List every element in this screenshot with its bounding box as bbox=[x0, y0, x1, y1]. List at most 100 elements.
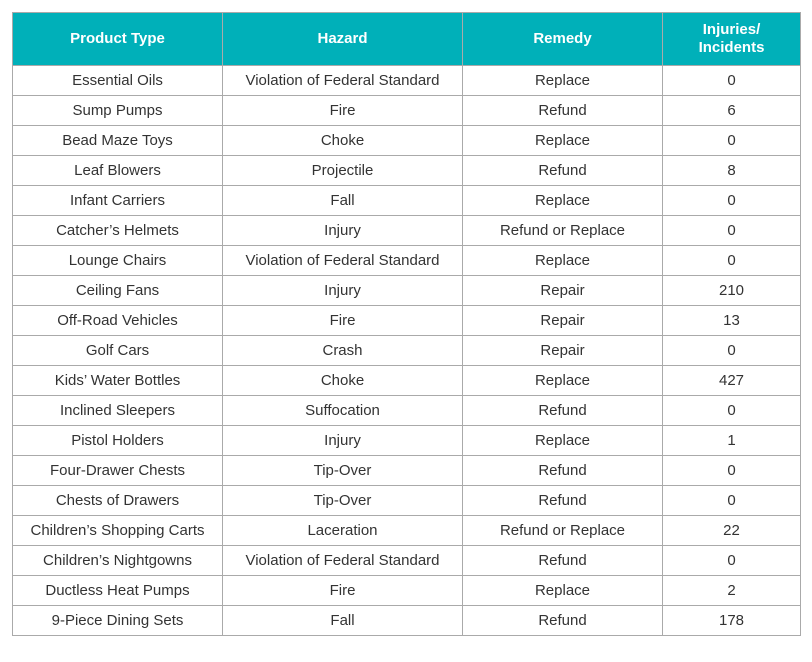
cell-hazard: Fire bbox=[223, 96, 463, 126]
cell-injuries-incidents: 22 bbox=[663, 516, 801, 546]
cell-product-type: Bead Maze Toys bbox=[13, 126, 223, 156]
cell-hazard: Fall bbox=[223, 606, 463, 636]
cell-injuries-incidents: 6 bbox=[663, 96, 801, 126]
cell-remedy: Replace bbox=[463, 126, 663, 156]
cell-product-type: Catcher’s Helmets bbox=[13, 216, 223, 246]
cell-hazard: Injury bbox=[223, 216, 463, 246]
cell-remedy: Replace bbox=[463, 246, 663, 276]
table-row: Essential OilsViolation of Federal Stand… bbox=[13, 66, 801, 96]
cell-product-type: Pistol Holders bbox=[13, 426, 223, 456]
cell-hazard: Violation of Federal Standard bbox=[223, 546, 463, 576]
table-row: Off-Road VehiclesFireRepair13 bbox=[13, 306, 801, 336]
table-row: Infant CarriersFallReplace0 bbox=[13, 186, 801, 216]
cell-injuries-incidents: 0 bbox=[663, 396, 801, 426]
header-injuries-incidents: Injuries/Incidents bbox=[663, 13, 801, 66]
cell-remedy: Refund bbox=[463, 96, 663, 126]
cell-injuries-incidents: 2 bbox=[663, 576, 801, 606]
cell-hazard: Injury bbox=[223, 276, 463, 306]
table-row: Four-Drawer ChestsTip-OverRefund0 bbox=[13, 456, 801, 486]
cell-product-type: Sump Pumps bbox=[13, 96, 223, 126]
table-row: Catcher’s HelmetsInjuryRefund or Replace… bbox=[13, 216, 801, 246]
cell-product-type: Chests of Drawers bbox=[13, 486, 223, 516]
cell-remedy: Refund bbox=[463, 606, 663, 636]
cell-remedy: Refund bbox=[463, 486, 663, 516]
cell-remedy: Replace bbox=[463, 576, 663, 606]
table-row: Leaf BlowersProjectileRefund8 bbox=[13, 156, 801, 186]
cell-injuries-incidents: 0 bbox=[663, 336, 801, 366]
cell-injuries-incidents: 0 bbox=[663, 546, 801, 576]
cell-hazard: Tip-Over bbox=[223, 456, 463, 486]
cell-hazard: Tip-Over bbox=[223, 486, 463, 516]
cell-product-type: Four-Drawer Chests bbox=[13, 456, 223, 486]
cell-hazard: Violation of Federal Standard bbox=[223, 66, 463, 96]
table-row: Children’s Shopping CartsLacerationRefun… bbox=[13, 516, 801, 546]
cell-product-type: Children’s Shopping Carts bbox=[13, 516, 223, 546]
header-hazard: Hazard bbox=[223, 13, 463, 66]
cell-injuries-incidents: 0 bbox=[663, 456, 801, 486]
cell-hazard: Injury bbox=[223, 426, 463, 456]
header-product-type: Product Type bbox=[13, 13, 223, 66]
cell-remedy: Refund or Replace bbox=[463, 516, 663, 546]
cell-remedy: Refund or Replace bbox=[463, 216, 663, 246]
cell-remedy: Refund bbox=[463, 546, 663, 576]
cell-remedy: Replace bbox=[463, 186, 663, 216]
cell-hazard: Fire bbox=[223, 576, 463, 606]
cell-product-type: Essential Oils bbox=[13, 66, 223, 96]
cell-remedy: Replace bbox=[463, 66, 663, 96]
cell-product-type: Lounge Chairs bbox=[13, 246, 223, 276]
cell-injuries-incidents: 0 bbox=[663, 126, 801, 156]
cell-injuries-incidents: 0 bbox=[663, 486, 801, 516]
table-row: Ceiling FansInjuryRepair210 bbox=[13, 276, 801, 306]
table-row: Inclined SleepersSuffocationRefund0 bbox=[13, 396, 801, 426]
cell-remedy: Repair bbox=[463, 276, 663, 306]
table-row: Children’s NightgownsViolation of Federa… bbox=[13, 546, 801, 576]
cell-hazard: Suffocation bbox=[223, 396, 463, 426]
cell-product-type: Kids’ Water Bottles bbox=[13, 366, 223, 396]
table-row: Pistol HoldersInjuryReplace1 bbox=[13, 426, 801, 456]
table-row: Chests of DrawersTip-OverRefund0 bbox=[13, 486, 801, 516]
cell-hazard: Fall bbox=[223, 186, 463, 216]
cell-hazard: Violation of Federal Standard bbox=[223, 246, 463, 276]
cell-product-type: Ceiling Fans bbox=[13, 276, 223, 306]
cell-injuries-incidents: 0 bbox=[663, 216, 801, 246]
header-row: Product Type Hazard Remedy Injuries/Inci… bbox=[13, 13, 801, 66]
cell-hazard: Choke bbox=[223, 126, 463, 156]
cell-injuries-incidents: 427 bbox=[663, 366, 801, 396]
cell-product-type: Infant Carriers bbox=[13, 186, 223, 216]
cell-hazard: Laceration bbox=[223, 516, 463, 546]
cell-product-type: 9-Piece Dining Sets bbox=[13, 606, 223, 636]
cell-hazard: Choke bbox=[223, 366, 463, 396]
cell-product-type: Inclined Sleepers bbox=[13, 396, 223, 426]
table-body: Essential OilsViolation of Federal Stand… bbox=[13, 66, 801, 636]
cell-remedy: Refund bbox=[463, 456, 663, 486]
cell-injuries-incidents: 0 bbox=[663, 66, 801, 96]
cell-product-type: Golf Cars bbox=[13, 336, 223, 366]
cell-product-type: Ductless Heat Pumps bbox=[13, 576, 223, 606]
table-header: Product Type Hazard Remedy Injuries/Inci… bbox=[13, 13, 801, 66]
cell-remedy: Replace bbox=[463, 426, 663, 456]
cell-remedy: Refund bbox=[463, 156, 663, 186]
table-row: Bead Maze ToysChokeReplace0 bbox=[13, 126, 801, 156]
cell-remedy: Replace bbox=[463, 366, 663, 396]
cell-product-type: Leaf Blowers bbox=[13, 156, 223, 186]
table-row: Sump PumpsFireRefund6 bbox=[13, 96, 801, 126]
recalls-table: Product Type Hazard Remedy Injuries/Inci… bbox=[12, 12, 801, 636]
cell-injuries-incidents: 13 bbox=[663, 306, 801, 336]
cell-remedy: Refund bbox=[463, 396, 663, 426]
cell-injuries-incidents: 0 bbox=[663, 246, 801, 276]
cell-remedy: Repair bbox=[463, 306, 663, 336]
cell-injuries-incidents: 1 bbox=[663, 426, 801, 456]
table-row: Golf CarsCrashRepair0 bbox=[13, 336, 801, 366]
table-row: 9-Piece Dining SetsFallRefund178 bbox=[13, 606, 801, 636]
table-row: Kids’ Water BottlesChokeReplace427 bbox=[13, 366, 801, 396]
table-row: Lounge ChairsViolation of Federal Standa… bbox=[13, 246, 801, 276]
cell-injuries-incidents: 0 bbox=[663, 186, 801, 216]
cell-product-type: Off-Road Vehicles bbox=[13, 306, 223, 336]
cell-hazard: Fire bbox=[223, 306, 463, 336]
cell-product-type: Children’s Nightgowns bbox=[13, 546, 223, 576]
header-remedy: Remedy bbox=[463, 13, 663, 66]
cell-hazard: Crash bbox=[223, 336, 463, 366]
table-row: Ductless Heat PumpsFireReplace2 bbox=[13, 576, 801, 606]
cell-hazard: Projectile bbox=[223, 156, 463, 186]
cell-injuries-incidents: 178 bbox=[663, 606, 801, 636]
